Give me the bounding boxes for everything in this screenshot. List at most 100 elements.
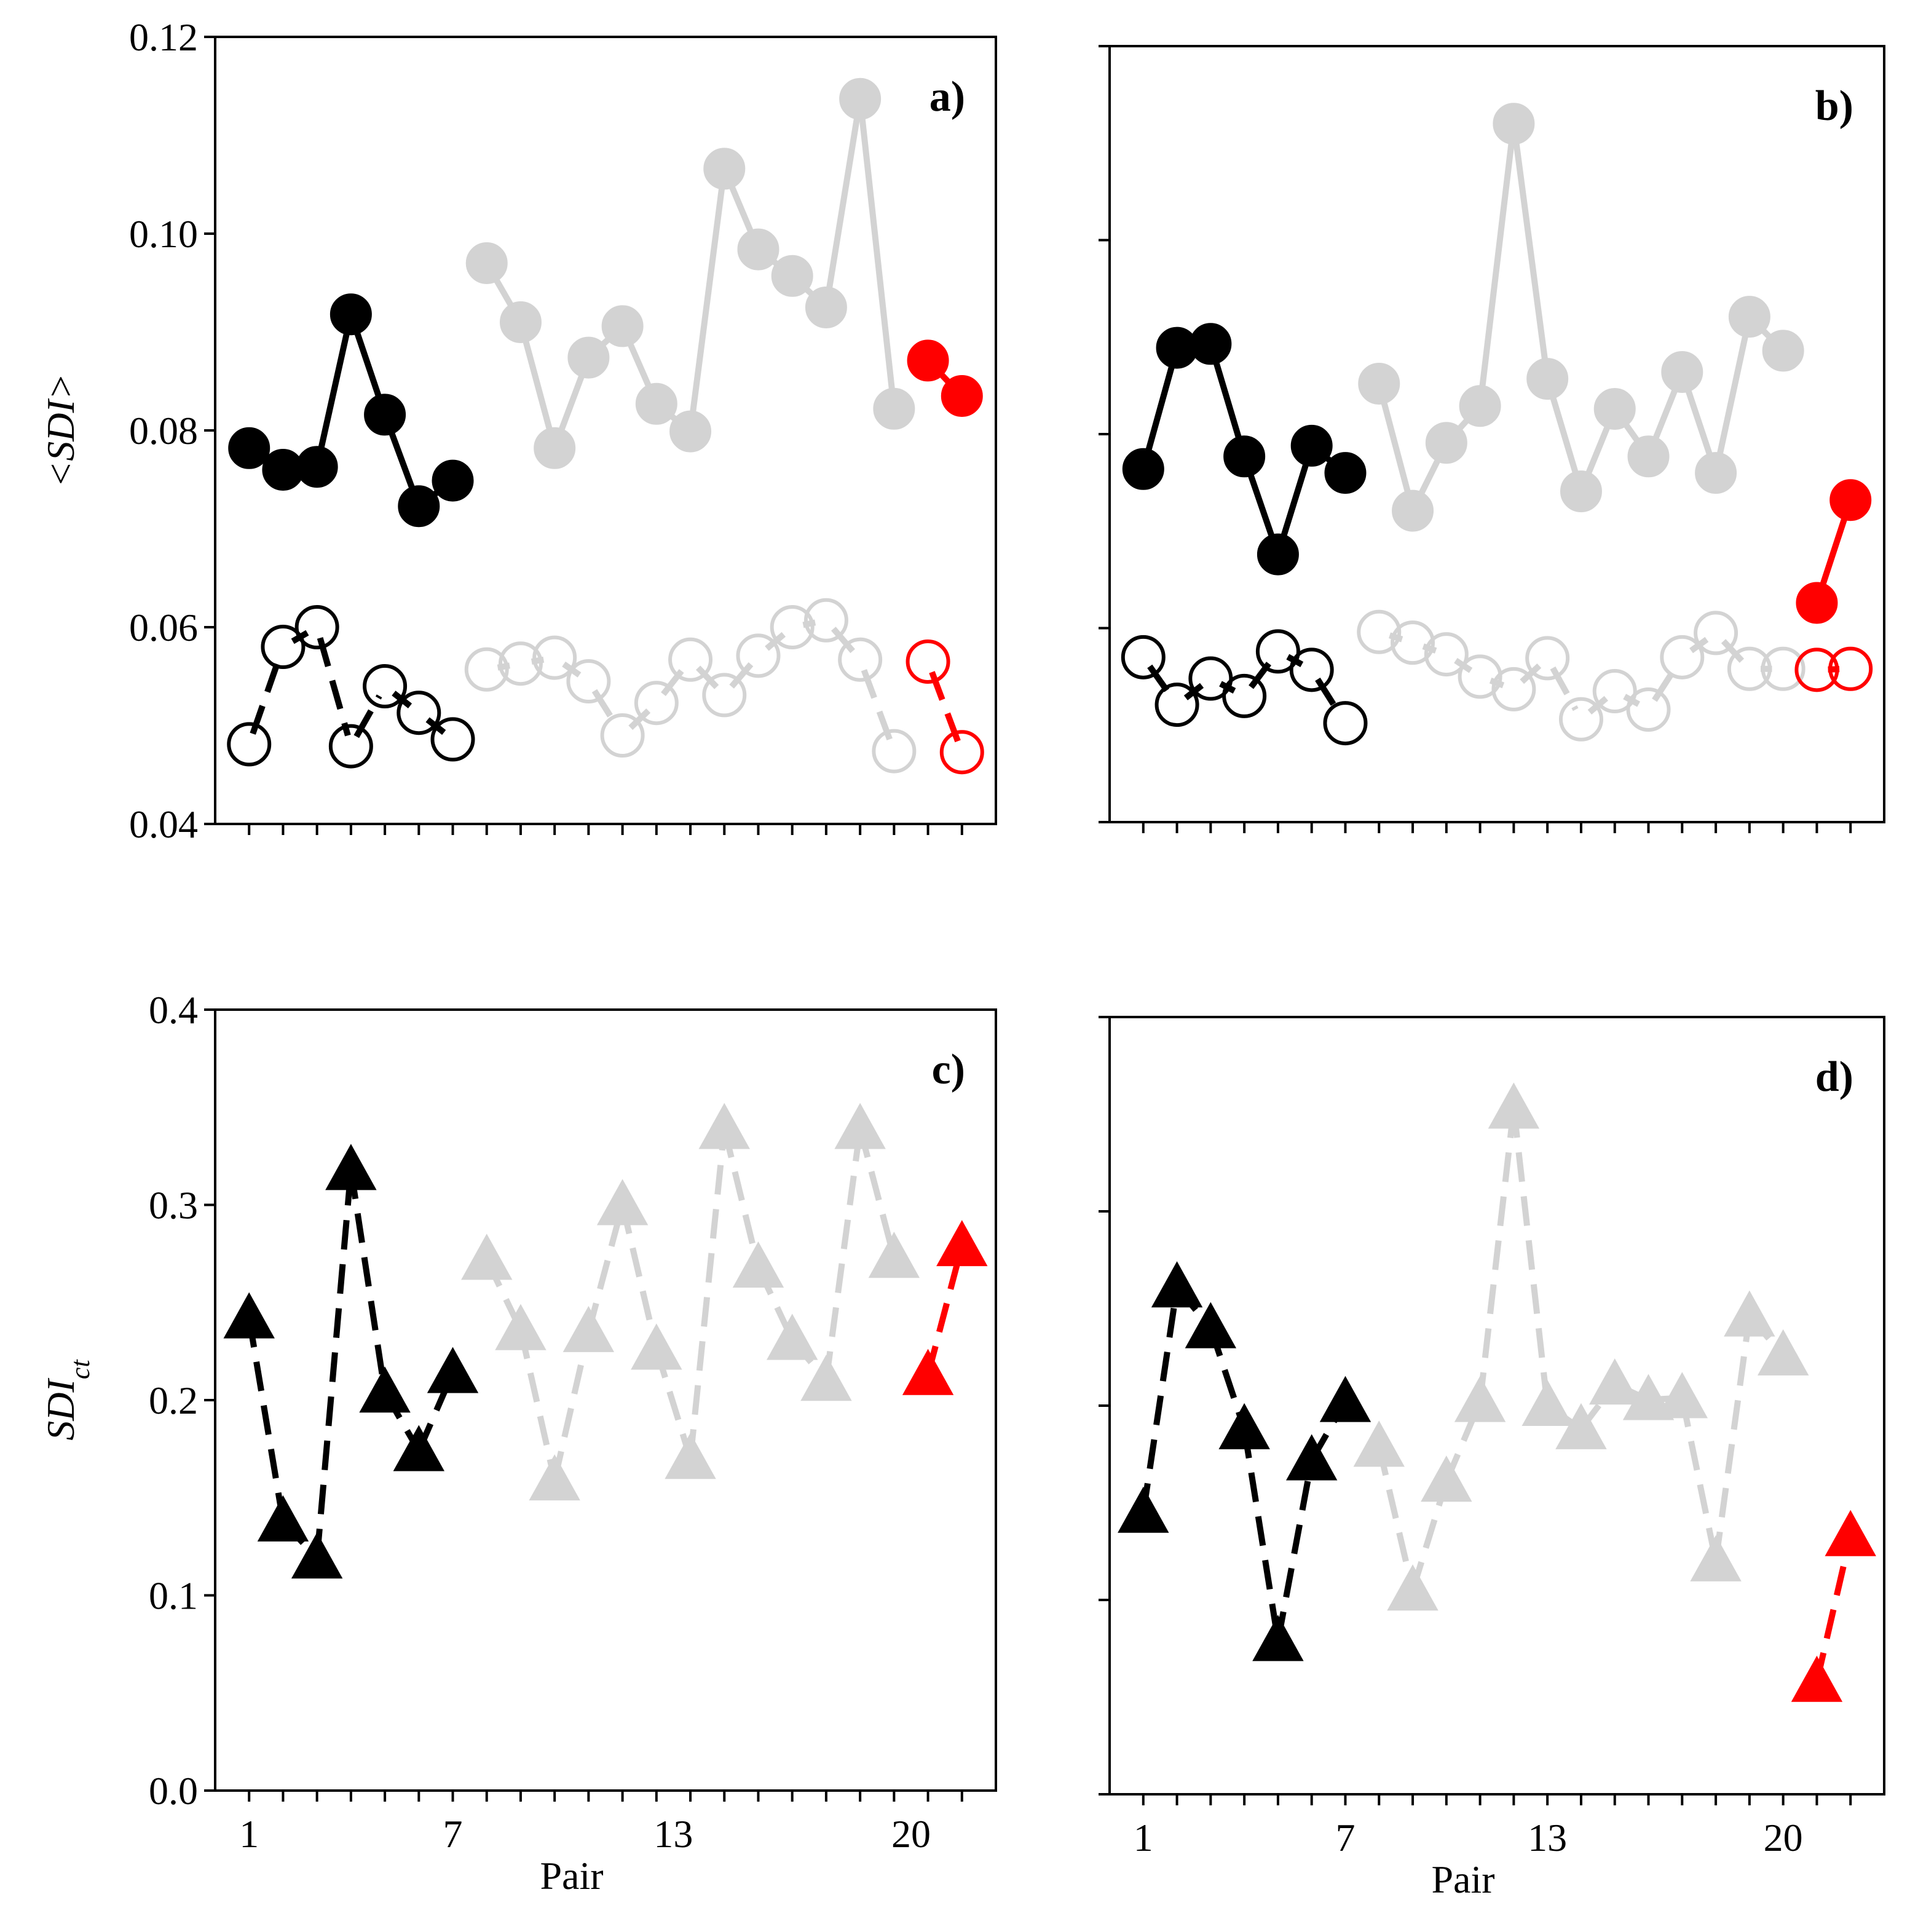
panel-b: b) — [1099, 45, 1885, 833]
data-point — [868, 1232, 920, 1278]
data-point — [291, 1532, 343, 1579]
series-line-segment — [317, 637, 351, 737]
panel-label: a) — [929, 73, 965, 121]
series-line-segment — [1713, 316, 1753, 474]
data-point — [1290, 424, 1333, 467]
data-point — [1222, 673, 1267, 718]
data-point — [703, 148, 746, 190]
series-gray-filled — [465, 77, 915, 469]
panel-a: 0.04 0.06 0.08 0.10 0.12 <SDI> a) — [39, 15, 997, 846]
x-tick-label: 13 — [653, 1812, 693, 1856]
data-point — [1757, 1329, 1809, 1376]
data-point — [328, 724, 373, 769]
data-point — [1491, 667, 1536, 711]
x-tick-label: 20 — [1764, 1816, 1803, 1859]
data-point — [1724, 1290, 1775, 1337]
data-point — [566, 659, 611, 703]
data-point — [1223, 435, 1266, 478]
x-tick-label: 13 — [1528, 1816, 1567, 1859]
y-tick-label: 0.04 — [129, 802, 198, 846]
data-point — [529, 1454, 580, 1501]
data-point — [1190, 323, 1232, 365]
data-point — [1762, 330, 1804, 372]
series-line-segment — [1520, 663, 1542, 684]
data-point — [770, 605, 815, 649]
series-black-triangle — [1118, 1261, 1371, 1661]
data-point — [669, 410, 712, 453]
series-red-filled — [1796, 479, 1872, 624]
data-point — [941, 375, 983, 417]
data-point — [1690, 1535, 1742, 1582]
series-line-segment — [347, 1169, 389, 1393]
series-line-segment — [246, 1317, 286, 1522]
series-line-segment — [585, 1204, 626, 1333]
series-line-segment — [695, 665, 719, 689]
data-point — [834, 1103, 886, 1149]
series-line-segment — [628, 708, 651, 730]
series-black-filled — [1122, 323, 1367, 576]
data-point — [1828, 646, 1873, 691]
y-tick-label: 0.0 — [149, 1769, 198, 1813]
y-tick-label: 0.06 — [129, 606, 198, 649]
data-point — [359, 1366, 411, 1413]
data-point — [432, 459, 474, 502]
series-line-segment — [314, 1169, 354, 1559]
data-point — [1459, 385, 1501, 427]
data-point — [1421, 1455, 1472, 1502]
data-point — [736, 633, 781, 678]
data-point — [1525, 636, 1570, 681]
y-axis-title: SDIct — [39, 1359, 95, 1441]
data-point — [1218, 1403, 1270, 1449]
x-axis-title: Pair — [1431, 1858, 1494, 1901]
data-point — [427, 1347, 479, 1393]
series-black-triangle — [223, 1144, 479, 1579]
series-black-open — [227, 605, 475, 769]
data-point — [1622, 1374, 1675, 1420]
y-tick-label: 0.08 — [129, 409, 198, 453]
y-tick-label: 0.2 — [149, 1379, 198, 1422]
data-point — [532, 635, 577, 680]
series-line-segment — [1147, 664, 1174, 698]
series-line-segment — [1510, 1107, 1551, 1406]
series-line-segment — [661, 666, 686, 697]
data-point — [1289, 647, 1334, 692]
data-point — [1324, 452, 1367, 494]
data-point — [495, 1304, 547, 1350]
x-axis-title: Pair — [540, 1854, 603, 1898]
data-point — [1353, 1420, 1405, 1467]
series-line-segment — [1315, 678, 1343, 716]
series-line-segment — [518, 321, 558, 449]
x-tick-label: 7 — [1335, 1816, 1355, 1859]
series-line-segment — [765, 631, 786, 651]
data-point — [1392, 489, 1434, 532]
data-point — [1122, 448, 1164, 490]
data-point — [1627, 435, 1670, 478]
series-gray-triangle — [1353, 1082, 1809, 1611]
data-point — [325, 1144, 377, 1190]
data-point — [1829, 479, 1872, 521]
data-point — [499, 301, 542, 343]
data-point — [1626, 687, 1671, 732]
data-point — [596, 1179, 649, 1225]
data-point — [907, 339, 949, 382]
series-line-segment — [314, 314, 354, 468]
series-line-segment — [925, 1245, 965, 1376]
plot-frame — [1108, 1016, 1885, 1795]
data-point — [939, 730, 984, 775]
x-tick-label: 20 — [891, 1812, 931, 1856]
data-point — [1387, 1564, 1438, 1611]
series-line-segment — [591, 689, 620, 728]
data-point — [261, 625, 306, 669]
series-gray-open — [1357, 609, 1806, 742]
data-point — [1558, 697, 1603, 742]
data-point — [1323, 701, 1368, 746]
data-point — [1526, 358, 1569, 400]
panel-d: 1 7 13 20 Pair d) — [1099, 1016, 1885, 1901]
series-line-segment — [1721, 639, 1745, 663]
data-point — [1728, 296, 1770, 338]
data-point — [330, 293, 372, 336]
series-line-segment — [729, 662, 754, 689]
series-line-segment — [1477, 1107, 1517, 1403]
data-point — [1424, 632, 1469, 677]
